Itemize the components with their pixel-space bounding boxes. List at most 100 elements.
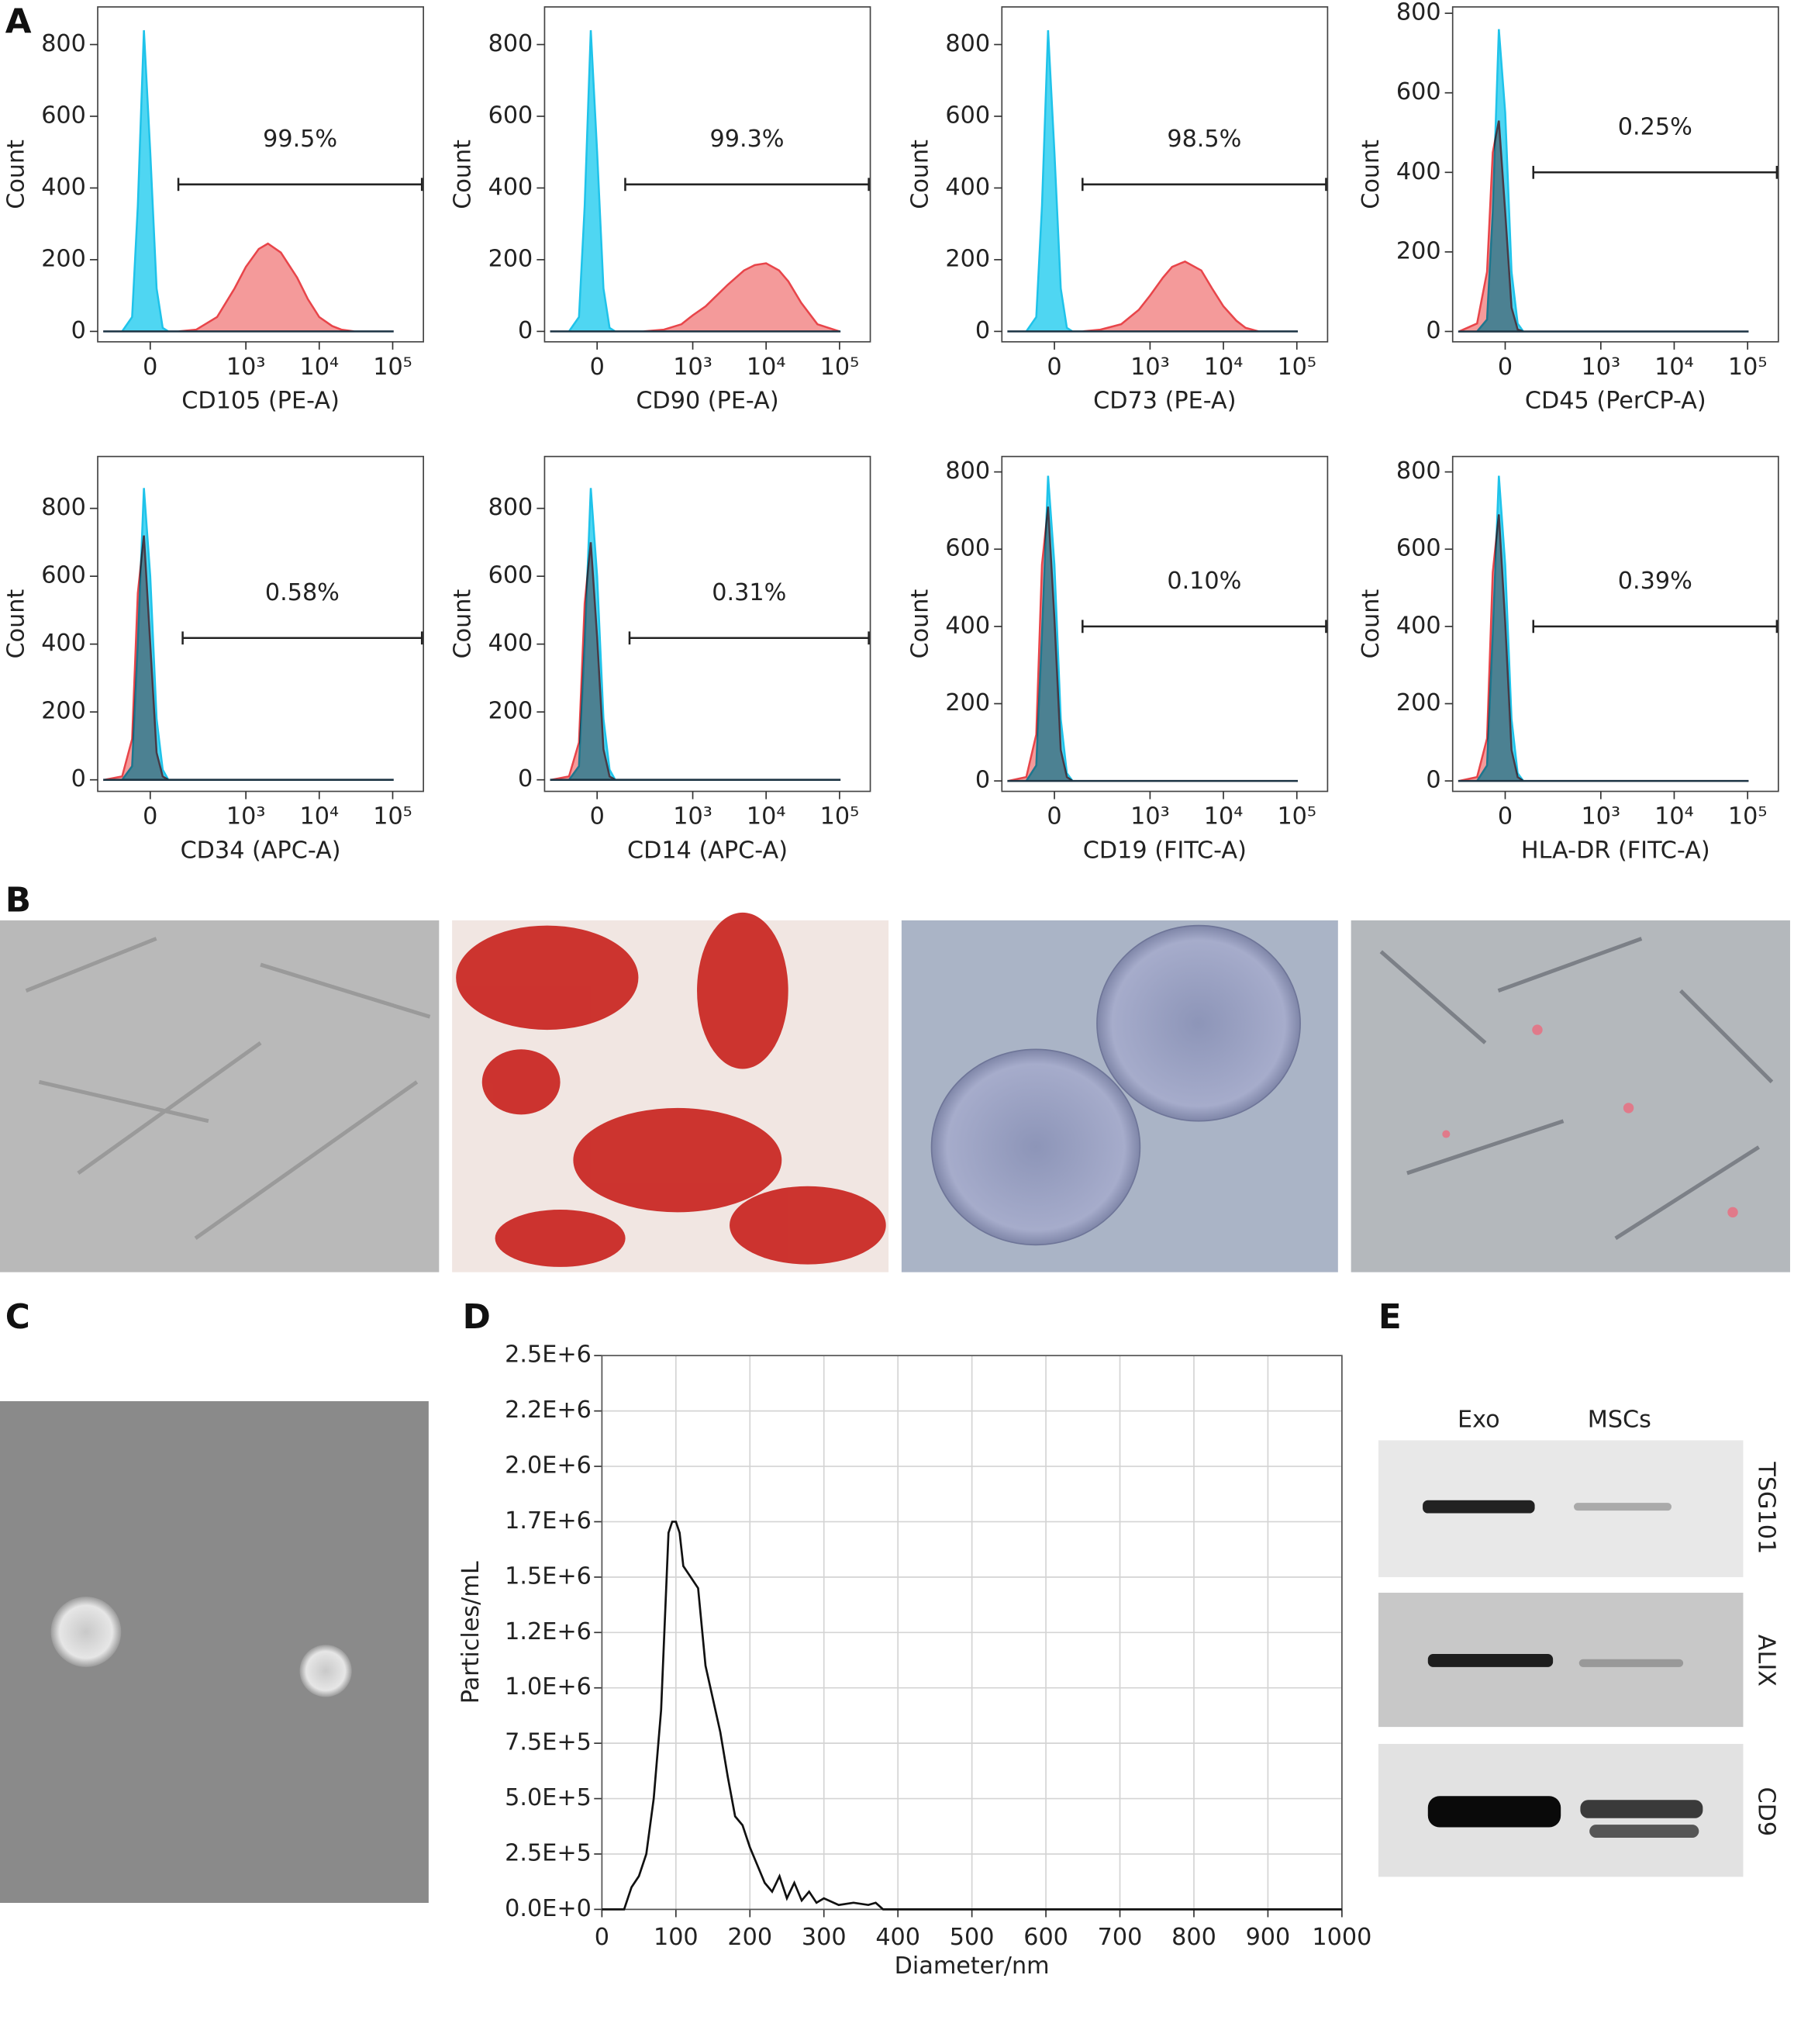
x-tick-label: 10⁴ xyxy=(1654,803,1694,830)
x-axis-label: CD45 (PerCP-A) xyxy=(1525,388,1706,415)
panel-label: C xyxy=(5,1297,30,1337)
band xyxy=(1423,1500,1535,1514)
y-tick-label: 2.5E+6 xyxy=(505,1341,592,1369)
y-tick-label: 2.5E+5 xyxy=(505,1839,592,1866)
gate-label: 99.3% xyxy=(709,126,784,153)
y-axis-label: Count xyxy=(1358,140,1385,209)
x-tick-label: 500 xyxy=(950,1924,995,1951)
y-tick-label: 200 xyxy=(945,245,990,272)
y-tick-label: 200 xyxy=(1396,237,1441,264)
x-axis-label: CD105 (PE-A) xyxy=(181,388,340,415)
histogram-area xyxy=(1458,29,1749,333)
band xyxy=(1574,1503,1672,1511)
band xyxy=(1578,1659,1684,1667)
y-tick-label: 0 xyxy=(518,317,533,344)
lane-label: Exo xyxy=(1458,1407,1500,1434)
x-tick-label: 10⁴ xyxy=(747,354,786,381)
y-tick-label: 0 xyxy=(71,317,86,344)
y-tick-label: 600 xyxy=(945,535,990,562)
y-tick-label: 800 xyxy=(41,494,86,521)
histogram-area xyxy=(1008,29,1297,333)
y-tick-label: 600 xyxy=(1396,535,1441,562)
x-tick-label: 10⁴ xyxy=(1204,803,1244,830)
y-tick-label: 200 xyxy=(41,698,86,725)
y-tick-label: 400 xyxy=(488,174,533,201)
plot-frame xyxy=(543,6,871,343)
pellet xyxy=(930,1048,1141,1246)
x-tick-label: 10³ xyxy=(226,803,266,830)
y-tick-label: 400 xyxy=(41,174,86,201)
photo-phase xyxy=(0,920,440,1272)
cell-texture xyxy=(25,937,431,1241)
x-tick-label: 10⁵ xyxy=(373,354,412,381)
histogram-area xyxy=(550,488,841,781)
y-tick-label: 600 xyxy=(488,562,533,589)
plot-frame xyxy=(1451,455,1779,792)
y-tick-label: 200 xyxy=(41,245,86,272)
x-tick-label: 0 xyxy=(143,803,157,830)
band xyxy=(1580,1800,1703,1818)
lane-label: MSCs xyxy=(1588,1407,1651,1434)
histogram-area xyxy=(550,29,840,333)
x-tick-label: 900 xyxy=(1246,1924,1291,1951)
cell-texture xyxy=(1379,937,1774,1241)
y-tick-label: 600 xyxy=(41,102,86,129)
plot-frame xyxy=(543,455,871,792)
y-axis-label: Count xyxy=(2,140,29,209)
y-tick-label: 400 xyxy=(488,630,533,657)
y-tick-label: 7.5E+5 xyxy=(505,1729,592,1756)
y-tick-label: 1.7E+6 xyxy=(505,1507,592,1535)
x-tick-label: 10⁴ xyxy=(299,803,339,830)
y-tick-label: 600 xyxy=(1396,78,1441,105)
band xyxy=(1427,1796,1561,1828)
protein-label: TSG101 xyxy=(1753,1461,1780,1554)
x-axis-label: CD19 (FITC-A) xyxy=(1083,837,1247,864)
x-tick-label: 10³ xyxy=(673,354,712,381)
y-tick-label: 0 xyxy=(71,765,86,792)
y-tick-label: 600 xyxy=(945,102,990,129)
x-tick-label: 0 xyxy=(143,354,157,381)
y-axis-label: Particles/mL xyxy=(457,1561,485,1704)
y-tick-label: 400 xyxy=(1396,612,1441,639)
y-tick-label: 800 xyxy=(1396,0,1441,26)
y-axis-label: Count xyxy=(907,140,934,209)
y-tick-label: 200 xyxy=(1396,689,1441,716)
stain-blobs xyxy=(456,912,886,1267)
gate-label: 0.31% xyxy=(712,579,786,606)
y-tick-label: 1.0E+6 xyxy=(505,1673,592,1700)
micrograph-row xyxy=(0,912,1790,1272)
photo-adipogenic xyxy=(1351,920,1790,1272)
x-tick-label: 10³ xyxy=(673,803,712,830)
x-axis-label: CD14 (APC-A) xyxy=(627,837,788,864)
x-tick-label: 0 xyxy=(1047,803,1061,830)
y-tick-label: 1.2E+6 xyxy=(505,1618,592,1645)
y-axis-label: Count xyxy=(1358,589,1385,659)
x-axis-label: Diameter/nm xyxy=(895,1953,1050,1980)
x-tick-label: 10⁵ xyxy=(1728,354,1768,381)
gate-label: 0.39% xyxy=(1618,568,1692,595)
panel-label: E xyxy=(1378,1297,1402,1337)
x-tick-label: 10⁵ xyxy=(820,803,860,830)
plot-frame xyxy=(1451,6,1779,343)
x-tick-label: 700 xyxy=(1098,1924,1143,1951)
x-tick-label: 10⁴ xyxy=(1204,354,1244,381)
x-tick-label: 10⁵ xyxy=(373,803,412,830)
y-tick-label: 5.0E+5 xyxy=(505,1784,592,1811)
x-tick-label: 10⁴ xyxy=(1654,354,1694,381)
x-tick-label: 800 xyxy=(1171,1924,1216,1951)
plot-frame xyxy=(1001,6,1329,343)
y-tick-label: 200 xyxy=(488,698,533,725)
x-tick-label: 10³ xyxy=(1582,803,1621,830)
y-tick-label: 1.5E+6 xyxy=(505,1562,592,1590)
y-tick-label: 0 xyxy=(975,767,990,794)
x-tick-label: 10⁵ xyxy=(1277,803,1316,830)
gate-label: 98.5% xyxy=(1167,126,1241,153)
y-tick-label: 200 xyxy=(488,245,533,272)
panel-label: A xyxy=(5,2,32,42)
y-tick-label: 200 xyxy=(945,689,990,716)
y-axis-label: Count xyxy=(450,140,477,209)
x-tick-label: 10⁴ xyxy=(299,354,339,381)
panel-label: B xyxy=(5,880,31,920)
